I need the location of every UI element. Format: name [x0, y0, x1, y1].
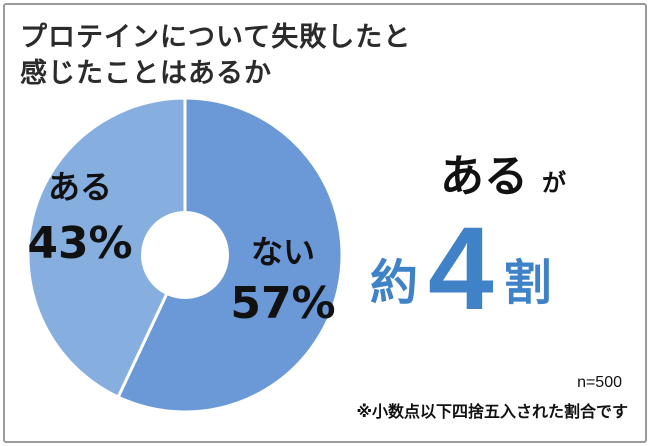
- sample-size: n=500: [577, 374, 622, 391]
- chart-title: プロテインについて失敗したと 感じたことはあるか: [20, 20, 490, 92]
- slice-label-aru: ある: [48, 168, 112, 206]
- callout-particle: が: [542, 169, 566, 197]
- callout-line-1: あるが: [440, 140, 566, 204]
- slice-value-aru: 43%: [27, 218, 132, 269]
- donut-slices: [26, 96, 344, 414]
- slice-label-nai: ない: [251, 233, 315, 271]
- chart-title-line-2: 感じたことはあるか: [20, 58, 272, 89]
- callout-suffix: 割: [503, 255, 552, 311]
- callout-number: 4: [428, 203, 494, 335]
- slice-value-nai: 57%: [230, 278, 335, 329]
- donut-slice-nai: [116, 96, 344, 414]
- donut-hole: [141, 211, 229, 299]
- callout-line-2: 約4 割: [370, 210, 552, 328]
- callout-main-word: ある: [440, 151, 528, 202]
- donut-slice-aru: [26, 96, 187, 400]
- rounding-note: ※小数点以下四捨五入された割合です: [356, 402, 628, 421]
- chart-title-line-1: プロテインについて失敗したと: [20, 22, 412, 53]
- callout-prefix: 約: [370, 255, 419, 311]
